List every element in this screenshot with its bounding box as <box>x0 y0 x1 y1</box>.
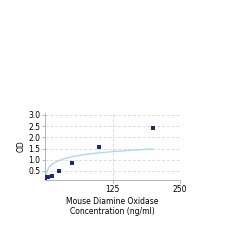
X-axis label: Mouse Diamine Oxidase
Concentration (ng/ml): Mouse Diamine Oxidase Concentration (ng/… <box>66 197 159 216</box>
Y-axis label: OD: OD <box>16 140 25 152</box>
